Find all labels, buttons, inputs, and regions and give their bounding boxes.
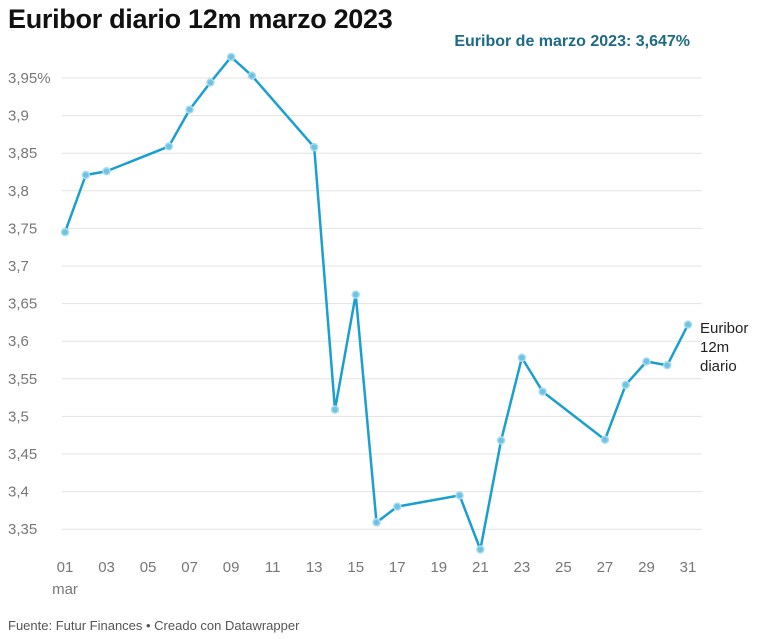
x-tick-label: 07 <box>181 559 198 576</box>
y-tick-label: 3,4 <box>8 484 29 501</box>
x-tick-label: 19 <box>430 559 447 576</box>
data-point <box>642 357 651 366</box>
y-tick-label: 3,75 <box>8 220 37 237</box>
x-tick-label: 05 <box>140 559 157 576</box>
x-tick-label: 27 <box>597 559 614 576</box>
data-point <box>330 405 340 414</box>
y-tick-label: 3,65 <box>8 296 37 313</box>
y-tick-label: 3,8 <box>8 183 29 200</box>
x-tick-label: 25 <box>555 559 572 576</box>
x-tick-label: 01 <box>57 559 74 576</box>
x-tick-label: 23 <box>514 559 531 576</box>
y-tick-label: 3,5 <box>8 408 29 425</box>
data-point <box>662 361 672 370</box>
data-point <box>372 518 381 527</box>
data-point <box>247 71 257 80</box>
y-tick-label: 3,45 <box>8 446 37 463</box>
data-point <box>309 142 319 152</box>
y-tick-label: 3,35 <box>8 521 37 538</box>
x-tick-label: 11 <box>265 559 281 576</box>
series-label: 12m <box>700 339 729 356</box>
series-label: diario <box>700 358 737 375</box>
data-point <box>81 170 91 180</box>
series-label: Euribor <box>700 320 748 337</box>
x-tick-label: 21 <box>472 559 489 576</box>
y-tick-label: 3,85 <box>8 145 37 162</box>
y-tick-label: 3,6 <box>8 333 29 350</box>
data-point <box>185 105 194 114</box>
data-point <box>206 78 215 87</box>
x-tick-label: 31 <box>680 559 697 576</box>
x-tick-label: 15 <box>347 559 364 576</box>
x-tick-label: 09 <box>223 559 240 576</box>
data-point <box>600 435 610 444</box>
data-point <box>393 502 402 511</box>
chart-annotation: Euribor de marzo 2023: 3,647% <box>454 33 690 50</box>
x-tick-label: 17 <box>389 559 406 576</box>
source-footer: Fuente: Futur Finances • Creado con Data… <box>8 618 300 633</box>
data-point <box>60 227 70 237</box>
data-point <box>226 52 236 62</box>
data-point <box>621 380 630 390</box>
data-point <box>455 491 464 500</box>
x-tick-label: 13 <box>306 559 323 576</box>
chart-title: Euribor diario 12m marzo 2023 <box>8 4 393 34</box>
data-point <box>351 290 360 299</box>
data-point <box>164 142 174 151</box>
data-point <box>476 545 485 554</box>
data-point <box>538 387 547 396</box>
data-point <box>496 436 506 445</box>
data-point <box>683 320 693 329</box>
data-point <box>102 166 111 176</box>
x-tick-label: 29 <box>638 559 655 576</box>
x-tick-label: 03 <box>98 559 115 576</box>
y-tick-label: 3,7 <box>8 258 29 275</box>
x-tick-sublabel: mar <box>52 581 78 598</box>
y-tick-label: 3,55 <box>8 371 37 388</box>
y-tick-label: 3,95% <box>8 70 51 87</box>
y-tick-label: 3,9 <box>8 108 29 125</box>
data-point <box>517 353 527 362</box>
